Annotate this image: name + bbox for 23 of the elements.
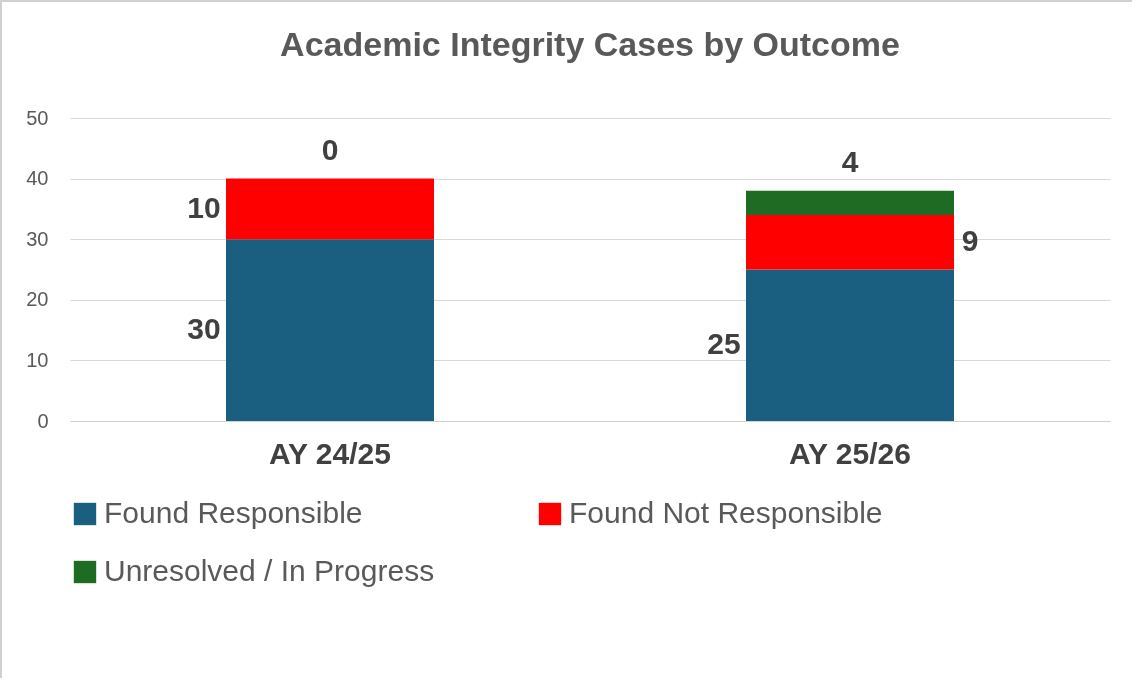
x-tick-label: AY 24/25 [269,436,391,470]
y-tick-label: 30 [26,227,49,250]
y-tick-label: 40 [26,167,49,190]
data-label: 25 [707,327,741,361]
x-tick-label: AY 25/26 [789,436,911,470]
data-label: 9 [961,224,979,258]
legend-label: Unresolved / In Progress [104,554,435,587]
y-tick-label: 50 [26,106,49,129]
data-label: 10 [187,190,221,224]
data-label: 0 [321,132,339,166]
bar [746,214,954,270]
data-label: 30 [187,312,221,346]
bar [226,178,434,240]
legend-label: Found Responsible [104,496,363,529]
y-tick-label: 10 [26,348,49,371]
bar [226,239,434,421]
bar [746,190,954,215]
data-label: 4 [841,144,859,178]
y-tick-label: 0 [37,409,49,432]
y-tick-label: 20 [26,288,49,311]
legend-label: Found Not Responsible [569,496,883,529]
chart-title: Academic Integrity Cases by Outcome [280,25,900,63]
bar [746,269,954,421]
